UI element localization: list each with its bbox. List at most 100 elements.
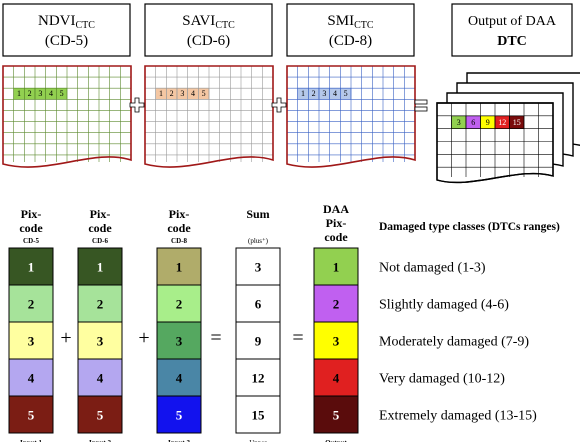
ndvi-cell-label: 3 (38, 89, 42, 98)
savi-title-main: SAVI (182, 13, 215, 29)
equals-icon (414, 106, 428, 112)
smi-pixcode-cell (156, 395, 202, 434)
class-item: Not damaged (1-3) (379, 261, 486, 276)
smi-pixcode-title: code (167, 221, 191, 235)
daa-pixcode-cell (313, 321, 359, 360)
output-cell-label: 9 (486, 118, 490, 127)
equals-icon (414, 99, 428, 105)
sum-cell (235, 395, 281, 434)
ndvi-pixcode-title: Pix- (21, 207, 42, 221)
savi-pixcode-value: 3 (97, 334, 104, 349)
savi-pixcode-value: 5 (97, 408, 104, 423)
ndvi-pixcode-value: 3 (28, 334, 35, 349)
smi-pixcode-title: Pix- (169, 207, 190, 221)
savi-box-frame (144, 3, 273, 57)
ndvi-title-box: NDVICTC (CD-5) (2, 3, 131, 57)
smi-pixcode-footer-title: Input 3 (168, 439, 190, 442)
output-cell-label: 3 (457, 118, 461, 127)
smi-box-frame (286, 3, 415, 57)
smi-pixcode-value: 5 (176, 408, 183, 423)
ndvi-pixcode-footer-title: Input 1 (20, 439, 42, 442)
ndvi-pixcode-title: code (19, 221, 43, 235)
smi-pixcode-cell (156, 247, 202, 286)
daa-pixcode-value: 5 (333, 408, 340, 423)
plus-icon (129, 97, 145, 113)
savi-pixcode-footer-title: Input 2 (89, 439, 111, 442)
ndvi-pixcode-cell (8, 284, 54, 323)
output-box-frame (451, 3, 573, 57)
smi-grid-border (286, 65, 416, 168)
class-item: Very damaged (10-12) (379, 372, 505, 387)
smi-pixcode-value: 1 (176, 260, 183, 275)
class-item: Extremely damaged (13-15) (379, 409, 537, 424)
ndvi-pixcode-value: 5 (28, 408, 35, 423)
sum-column: Sum(plus⁺)3691215Upperlimit (235, 207, 281, 442)
output-stack: 3 6 9 12 15 (436, 72, 580, 184)
output-cell-label: 6 (471, 118, 475, 127)
ndvi-title: NDVICTC (38, 13, 95, 31)
ndvi-pixcode-value: 1 (28, 260, 35, 275)
ndvi-cell-label: 2 (28, 89, 32, 98)
smi-cell-label: 2 (312, 89, 316, 98)
output-cell-label: 15 (513, 118, 521, 127)
ndvi-cell-label: 4 (49, 89, 53, 98)
sum-footer-line: Upper (249, 439, 267, 442)
smi-title-sub: CTC (354, 20, 374, 31)
smi-cell-label: 1 (301, 89, 305, 98)
savi-cell-label: 1 (159, 89, 163, 98)
smi-pixcode-value: 4 (176, 371, 183, 386)
ndvi-cell-label: 5 (60, 89, 64, 98)
savi-pixcode-value: 2 (97, 297, 104, 312)
sum-value: 3 (255, 260, 262, 275)
sum-value: 6 (255, 297, 262, 312)
smi-pixcode-cell (156, 284, 202, 323)
savi-title-box: SAVICTC (CD-6) (144, 3, 273, 57)
classes-header: Damaged type classes (DTCs ranges) (379, 221, 560, 233)
savi-cell-label: 5 (202, 89, 206, 98)
daa-pixcode-cell (313, 358, 359, 397)
sum-subtitle: (plus⁺) (248, 237, 269, 245)
sum-cell (235, 358, 281, 397)
ndvi-pixcode-cell (8, 395, 54, 434)
daa-pixcode-title: DAA (323, 202, 349, 216)
daa-pixcode-value: 4 (333, 371, 340, 386)
ndvi-pixcode-value: 2 (28, 297, 35, 312)
smi-pixcode-subtitle: CD-8 (171, 237, 187, 245)
daa-pixcode-value: 1 (333, 260, 340, 275)
output-title-line1: Output of DAA (468, 14, 557, 29)
savi-pixcode-title: code (88, 221, 112, 235)
savi-cell-label: 3 (180, 89, 184, 98)
savi-pixcode-subtitle: CD-6 (92, 237, 108, 245)
smi-pixcode-value: 3 (176, 334, 183, 349)
equals-operator: = (210, 327, 221, 349)
ndvi-box-frame (2, 3, 131, 57)
equals-operator: = (292, 327, 303, 349)
savi-title-sub: CTC (215, 20, 235, 31)
daa-pixcode-cell (313, 395, 359, 434)
savi-pixcode-cell (77, 395, 123, 434)
daa-pixcode-footer-title: Output (325, 439, 347, 442)
ndvi-code: (CD-5) (45, 33, 88, 49)
savi-pixcode-value: 4 (97, 371, 104, 386)
ndvi-pixcode-value: 4 (28, 371, 35, 386)
sum-value: 15 (252, 408, 266, 423)
smi-cell-label: 5 (344, 89, 348, 98)
output-sheet-border (436, 102, 554, 184)
class-item: Moderately damaged (7-9) (379, 335, 529, 350)
savi-cell-label: 2 (170, 89, 174, 98)
smi-pixcode-value: 2 (176, 297, 183, 312)
smi-code: (CD-8) (329, 33, 372, 49)
savi-cell-label: 4 (191, 89, 195, 98)
sum-value: 12 (252, 371, 265, 386)
daa-pixcode-cell (313, 247, 359, 286)
daa-pixcode-title: code (324, 230, 348, 244)
daa-pixcode-cell (313, 284, 359, 323)
